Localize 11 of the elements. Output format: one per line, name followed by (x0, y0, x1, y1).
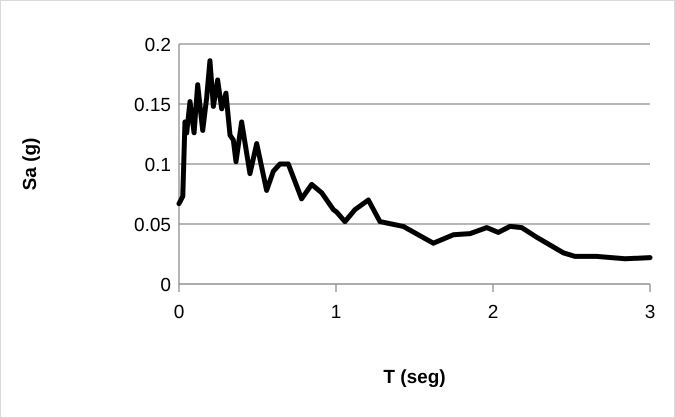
y-tick-label: 0.05 (134, 215, 171, 236)
y-tick-label: 0 (160, 275, 171, 296)
x-tick-label: 3 (644, 302, 656, 323)
y-tick-label: 0.2 (144, 35, 171, 56)
y-tick-label: 0.1 (144, 155, 171, 176)
y-tick-label: 0.15 (134, 95, 171, 116)
x-tick-label: 1 (330, 302, 342, 323)
x-axis-title: T (seg) (383, 367, 446, 388)
y-axis-title: Sa (g) (20, 138, 41, 190)
x-tick-label: 2 (488, 302, 498, 323)
x-tick-label: 0 (174, 302, 184, 323)
